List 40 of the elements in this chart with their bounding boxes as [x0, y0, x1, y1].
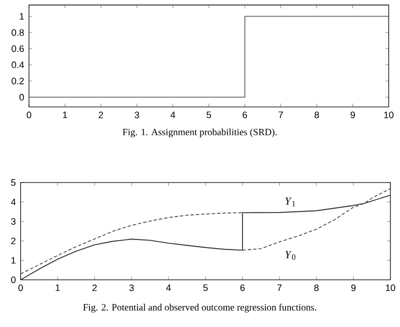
x-tick-label: 9 — [351, 284, 356, 292]
line-series — [242, 188, 390, 251]
x-tick-label: 8 — [314, 112, 319, 118]
line-series — [20, 212, 243, 275]
x-tick-label: 6 — [242, 112, 247, 118]
x-tick-label: 7 — [278, 112, 283, 118]
line-series — [20, 194, 390, 280]
x-tick-label: 2 — [92, 284, 97, 292]
y-tick-label: 1 — [11, 257, 16, 264]
annotation: Y$_{0}$ — [285, 251, 296, 260]
y-tick-label: 0.2 — [12, 78, 24, 84]
x-tick-label: 5 — [203, 284, 208, 292]
x-tick-label: 0 — [26, 112, 32, 118]
annotation: Y$_{1}$ — [285, 198, 296, 206]
x-tick-label: 10 — [384, 112, 394, 118]
y-tick-label: 5 — [11, 179, 16, 186]
y-tick-label: 0.8 — [12, 29, 24, 36]
y-tick-label: 1 — [20, 13, 24, 20]
y-tick-label: 0 — [19, 94, 24, 101]
text: Fig. 2. Potential and observed outcome regression functions. — [83, 304, 316, 313]
x-tick-label: 8 — [314, 284, 319, 292]
x-tick-label: 5 — [206, 112, 212, 118]
x-tick-label: 4 — [166, 284, 171, 292]
x-tick-label: 4 — [170, 112, 176, 118]
x-tick-label: 2 — [98, 112, 104, 118]
x-tick-label: 7 — [277, 284, 282, 292]
x-tick-label: 1 — [56, 284, 60, 292]
text: Fig. 1. Assignment probabilities (SRD). — [122, 128, 277, 138]
x-tick-label: 3 — [129, 284, 134, 292]
x-tick-label: 3 — [134, 112, 140, 118]
x-tick-label: 6 — [240, 284, 245, 292]
y-tick-label: 0 — [11, 276, 16, 284]
y-tick-label: 0.4 — [12, 62, 24, 68]
y-tick-label: 0.6 — [12, 46, 24, 52]
y-tick-label: 2 — [11, 238, 16, 244]
y-tick-label: 3 — [11, 218, 16, 225]
y-tick-label: 4 — [10, 198, 16, 206]
x-tick-label: 1 — [63, 112, 68, 118]
x-tick-label: 9 — [350, 112, 355, 118]
x-tick-label: 10 — [386, 284, 396, 292]
